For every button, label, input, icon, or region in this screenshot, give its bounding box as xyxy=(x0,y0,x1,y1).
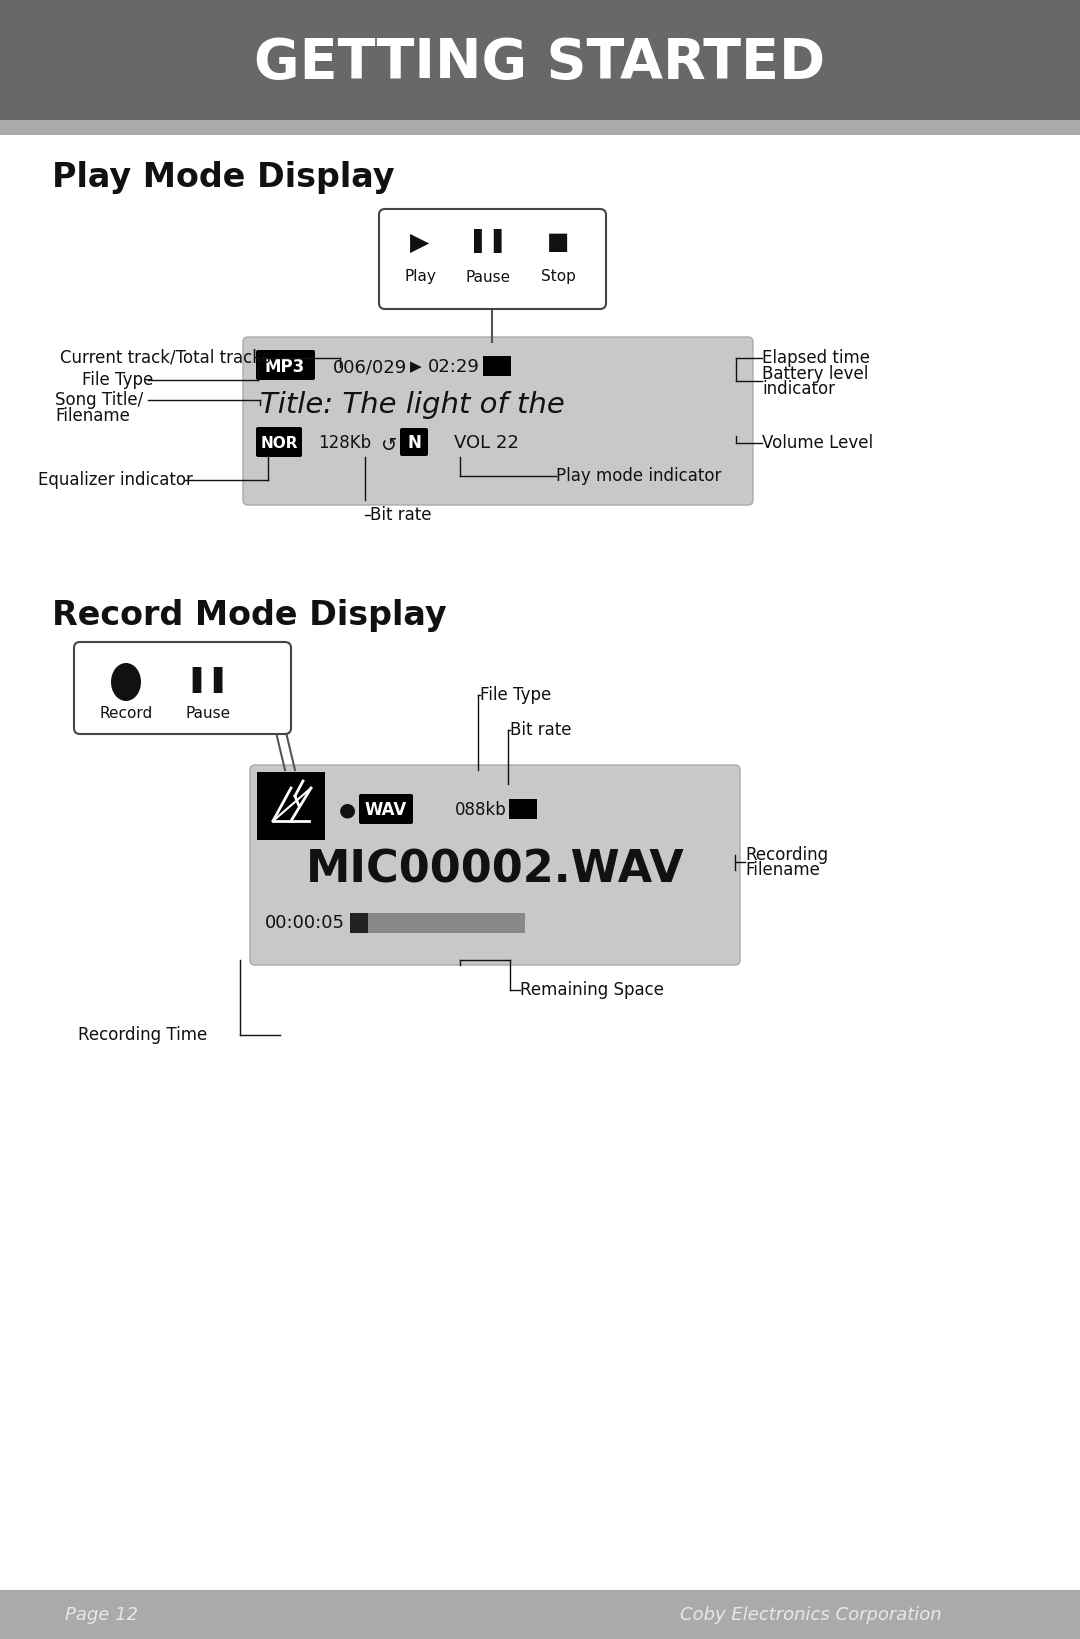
Text: Song Title/: Song Title/ xyxy=(55,392,144,410)
FancyBboxPatch shape xyxy=(0,120,1080,134)
FancyBboxPatch shape xyxy=(379,210,606,310)
Text: Pause: Pause xyxy=(465,269,511,285)
Text: ▶: ▶ xyxy=(410,231,430,256)
Ellipse shape xyxy=(111,664,141,701)
Text: N: N xyxy=(407,434,421,452)
Text: WAV: WAV xyxy=(365,801,407,820)
Text: Remaining Space: Remaining Space xyxy=(519,982,664,1000)
FancyBboxPatch shape xyxy=(0,1590,1080,1639)
FancyBboxPatch shape xyxy=(400,428,428,456)
FancyBboxPatch shape xyxy=(359,793,413,824)
Text: Play: Play xyxy=(404,269,436,285)
Text: 00:00:05: 00:00:05 xyxy=(265,915,345,933)
Text: Play mode indicator: Play mode indicator xyxy=(556,467,721,485)
Text: Equalizer indicator: Equalizer indicator xyxy=(38,470,193,488)
Text: Current track/Total tracks: Current track/Total tracks xyxy=(60,349,271,367)
Text: Volume Level: Volume Level xyxy=(762,434,873,452)
FancyBboxPatch shape xyxy=(256,351,315,380)
Text: GETTING STARTED: GETTING STARTED xyxy=(255,36,825,90)
FancyBboxPatch shape xyxy=(249,765,740,965)
Text: ▶: ▶ xyxy=(410,359,422,374)
Text: Page 12: Page 12 xyxy=(65,1606,138,1624)
Text: 006/029: 006/029 xyxy=(333,357,407,375)
Text: 088kb: 088kb xyxy=(455,801,507,820)
Text: 02:29: 02:29 xyxy=(428,357,480,375)
Text: Filename: Filename xyxy=(745,860,820,879)
Text: indicator: indicator xyxy=(762,380,835,398)
Text: File Type: File Type xyxy=(480,687,551,705)
Text: MP3: MP3 xyxy=(265,357,306,375)
Text: ❚❚: ❚❚ xyxy=(186,667,230,693)
FancyBboxPatch shape xyxy=(243,338,753,505)
Text: VOL 22: VOL 22 xyxy=(454,434,518,452)
FancyBboxPatch shape xyxy=(257,772,325,841)
Text: ■: ■ xyxy=(546,229,569,254)
Text: Record: Record xyxy=(99,705,152,721)
Text: Pause: Pause xyxy=(186,705,230,721)
Text: Stop: Stop xyxy=(541,269,576,285)
Text: Play Mode Display: Play Mode Display xyxy=(52,162,394,195)
Text: File Type: File Type xyxy=(82,370,153,388)
Text: Filename: Filename xyxy=(55,406,130,425)
Text: Recording Time: Recording Time xyxy=(78,1026,207,1044)
FancyBboxPatch shape xyxy=(350,913,368,933)
Text: Bit rate: Bit rate xyxy=(370,506,432,524)
FancyBboxPatch shape xyxy=(256,428,302,457)
FancyBboxPatch shape xyxy=(509,798,537,820)
Text: MIC00002.WAV: MIC00002.WAV xyxy=(306,849,685,892)
Text: 128Kb: 128Kb xyxy=(319,434,372,452)
FancyBboxPatch shape xyxy=(75,642,291,734)
FancyBboxPatch shape xyxy=(483,356,511,375)
Text: Title: The light of the: Title: The light of the xyxy=(260,392,565,420)
Text: Elapsed time: Elapsed time xyxy=(762,349,870,367)
Text: Coby Electronics Corporation: Coby Electronics Corporation xyxy=(680,1606,942,1624)
Text: NOR: NOR xyxy=(260,436,298,451)
Text: Battery level: Battery level xyxy=(762,365,868,384)
Text: ❚❚: ❚❚ xyxy=(469,229,508,252)
FancyBboxPatch shape xyxy=(0,0,1080,120)
Text: ●: ● xyxy=(338,800,355,820)
Text: ↺: ↺ xyxy=(381,436,397,454)
Text: Bit rate: Bit rate xyxy=(510,721,571,739)
Text: Recording: Recording xyxy=(745,846,828,864)
FancyBboxPatch shape xyxy=(350,913,525,933)
Text: Record Mode Display: Record Mode Display xyxy=(52,598,447,631)
